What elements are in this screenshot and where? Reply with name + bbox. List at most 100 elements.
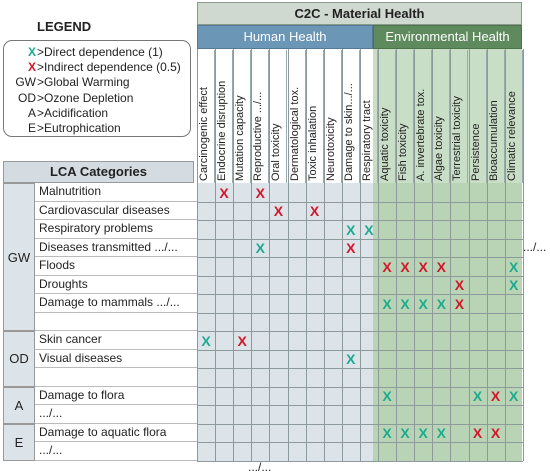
column-header-label: Terrestrial toxicity <box>451 96 464 181</box>
grid-horizontal-line <box>197 386 523 388</box>
direct-dependence-mark: X <box>436 295 446 312</box>
impact-category-group: OD <box>3 331 35 387</box>
indirect-dependence-mark: X <box>418 258 428 275</box>
column-header-label: Climatic relevance <box>505 91 518 181</box>
column-header-label: Persistence <box>469 123 482 181</box>
direct-dependence-mark: X <box>201 332 211 349</box>
direct-dependence-mark: X <box>382 388 392 404</box>
grid-vertical-line <box>432 49 434 461</box>
direct-dependence-mark: X <box>418 295 428 312</box>
column-header-label: Bioaccumulation <box>487 100 500 181</box>
direct-dependence-symbol: X <box>27 45 36 59</box>
human-health-grid <box>197 183 373 461</box>
column-header-label: A. invertebrate tox. <box>415 88 428 181</box>
column-header-label: Oral toxicity <box>270 123 283 181</box>
human-health-header: Human Health <box>197 25 373 49</box>
column-header: Dermatological tox. <box>288 50 306 183</box>
impact-category-group: GW <box>3 183 35 331</box>
grid-horizontal-line <box>197 312 523 314</box>
column-header-label: Respiratory tract <box>360 100 373 181</box>
lca-row-label: Droughts <box>35 276 197 294</box>
indirect-dependence-mark: X <box>400 258 410 275</box>
direct-dependence-mark: X <box>509 388 519 404</box>
legend-item-text: >Ozone Depletion <box>37 90 134 105</box>
direct-dependence-mark: X <box>346 351 356 367</box>
legend-item-direct: X >Direct dependence (1) <box>14 45 190 60</box>
grid-horizontal-line <box>197 201 523 203</box>
grid-horizontal-line <box>197 238 523 240</box>
grid-vertical-line <box>468 49 470 461</box>
direct-dependence-mark: X <box>255 240 265 256</box>
lca-categories-title: LCA Categories <box>3 161 194 183</box>
impact-category-group: A <box>3 386 35 424</box>
grid-horizontal-line <box>197 349 523 351</box>
indirect-dependence-mark: X <box>454 277 465 293</box>
legend-item-indirect: X >Indirect dependence (0.5) <box>14 60 190 75</box>
column-header: Carcinogenic effect <box>197 50 216 183</box>
column-header: Mutation capacity <box>233 50 252 183</box>
grid-vertical-line <box>359 49 361 461</box>
grid-vertical-line <box>504 49 506 461</box>
lca-row-label: Malnutrition <box>35 183 197 202</box>
direct-dependence-mark: X <box>472 388 483 404</box>
grid-horizontal-line <box>197 275 523 277</box>
lca-row-label: Floods <box>35 257 197 276</box>
grid-horizontal-line <box>197 405 523 406</box>
column-header: Fish toxicity <box>396 50 415 183</box>
grid-horizontal-line <box>197 220 523 221</box>
grid-vertical-line <box>522 49 524 461</box>
lca-row-label: Damage to mammals .../... <box>35 294 197 313</box>
indirect-dependence-mark: X <box>382 258 392 275</box>
grid-vertical-line <box>341 49 343 461</box>
legend-item-gw: GW >Global Warming <box>14 75 190 90</box>
grid-vertical-line <box>396 49 398 461</box>
direct-dependence-mark: X <box>418 425 428 441</box>
environmental-health-column-headers <box>373 49 522 183</box>
legend-code: E <box>27 121 36 136</box>
lca-row-label: Damage to flora <box>35 387 197 405</box>
lca-row-label: Visual diseases <box>35 350 197 368</box>
grid-vertical-line <box>197 49 198 461</box>
indirect-dependence-mark: X <box>436 258 446 275</box>
grid-vertical-line <box>414 49 416 461</box>
grid-horizontal-line <box>197 331 523 332</box>
column-header-label: Reproductive .../... <box>252 91 265 181</box>
grid-horizontal-line <box>197 294 523 295</box>
legend-code: GW <box>15 75 36 90</box>
column-header-label: Fish toxicity <box>397 123 410 181</box>
indirect-dependence-mark: X <box>490 388 501 404</box>
grid-vertical-line <box>305 49 307 461</box>
grid-vertical-line <box>251 49 253 461</box>
legend-item-text: >Direct dependence (1) <box>37 45 163 59</box>
direct-dependence-mark: X <box>400 295 410 312</box>
lca-row-label: Diseases transmitted .../... <box>35 239 197 257</box>
direct-dependence-mark: X <box>509 277 519 293</box>
column-header: Algae toxicity <box>432 50 451 183</box>
column-header-label: Neurotoxicity <box>324 117 337 181</box>
direct-dependence-mark: X <box>436 425 446 441</box>
lca-row-label: .../... <box>35 405 197 424</box>
column-header: Damage to skin.../... <box>342 50 360 183</box>
indirect-dependence-mark: X <box>346 240 356 256</box>
legend-item-text: >Indirect dependence (0.5) <box>37 60 181 75</box>
lca-row-label: Respiratory problems <box>35 220 197 239</box>
legend-code: A <box>27 105 36 120</box>
column-header: Respiratory tract <box>360 50 378 183</box>
column-header-label: Toxic inhalation <box>306 105 319 181</box>
lca-row-label: Skin cancer <box>35 331 197 350</box>
column-header-label: Algae toxicity <box>433 116 446 181</box>
grid-horizontal-line <box>197 368 523 369</box>
lca-row-label: Cardiovascular diseases <box>35 202 197 220</box>
indirect-dependence-mark: X <box>490 425 501 441</box>
column-header: Oral toxicity <box>269 50 288 183</box>
environmental-health-grid <box>373 183 522 461</box>
grid-vertical-line <box>323 49 325 461</box>
direct-dependence-mark: X <box>509 258 519 275</box>
environmental-health-header: Environmental Health <box>373 25 522 49</box>
legend-title: LEGEND <box>37 19 92 34</box>
column-header-label: Aquatic toxicity <box>379 107 391 181</box>
more-rows-ellipsis: .../... <box>248 460 272 474</box>
column-header-label: Mutation capacity <box>234 95 247 181</box>
indirect-dependence-mark: X <box>219 184 229 201</box>
direct-dependence-mark: X <box>364 221 374 238</box>
